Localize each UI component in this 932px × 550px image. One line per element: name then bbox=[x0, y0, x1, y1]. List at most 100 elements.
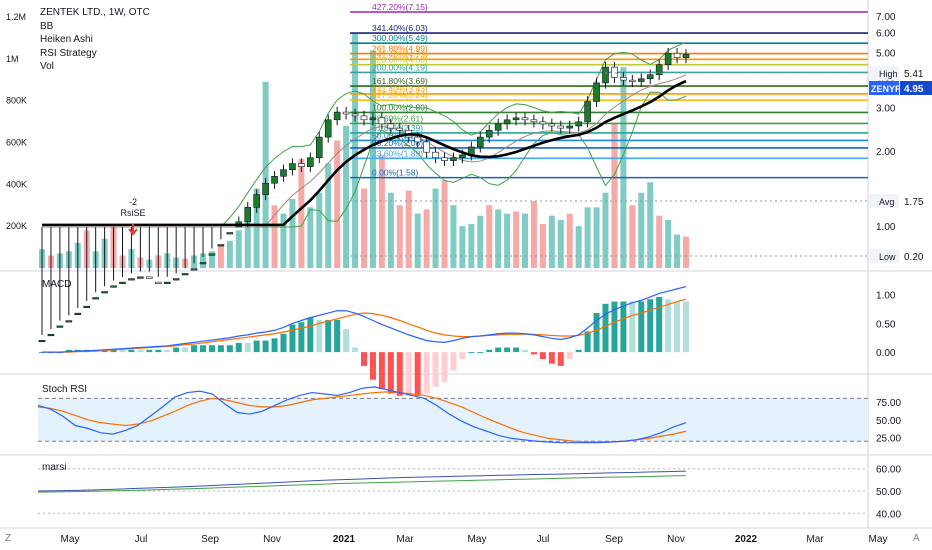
macd-histogram-bar bbox=[602, 303, 609, 353]
volume-bar bbox=[602, 192, 609, 268]
auto-scale-icon[interactable]: A bbox=[913, 533, 920, 544]
macd-pane-label[interactable]: MACD bbox=[42, 279, 72, 290]
macd-histogram-bar bbox=[504, 347, 511, 353]
candle-down bbox=[620, 77, 627, 81]
volume-bar bbox=[522, 213, 528, 268]
fib-level-label: 241.40%(4.73) bbox=[372, 49, 428, 59]
candle-up bbox=[664, 53, 672, 65]
macd-histogram-bar bbox=[396, 352, 403, 396]
fib-level-label: 200.00%(4.19) bbox=[372, 62, 428, 72]
macd-histogram-bar bbox=[638, 301, 645, 353]
stoch-band-fill bbox=[38, 398, 868, 442]
price-axis-label: 3.00 bbox=[876, 103, 896, 114]
macd-histogram-bar bbox=[432, 352, 439, 387]
marsi-line-2 bbox=[37, 475, 687, 493]
volume-bar bbox=[217, 244, 224, 268]
candle-up bbox=[199, 262, 207, 265]
candle-up bbox=[646, 74, 654, 80]
volume-bar bbox=[307, 207, 314, 268]
marsi-axis-label: 40.00 bbox=[876, 509, 901, 520]
time-axis-label: Mar bbox=[806, 534, 824, 545]
candle-up bbox=[92, 297, 99, 300]
fib-level-label: 78.60%(2.61) bbox=[372, 113, 423, 123]
macd-histogram-bar bbox=[611, 301, 618, 353]
candle-up bbox=[369, 117, 377, 121]
macd-histogram-bar bbox=[334, 319, 341, 353]
macd-histogram-bar bbox=[441, 352, 448, 383]
volume-bar bbox=[289, 198, 296, 268]
volume-bar bbox=[495, 209, 502, 268]
candle-up bbox=[637, 78, 645, 82]
volume-axis-label: 800K bbox=[6, 96, 27, 106]
volume-bar bbox=[486, 205, 493, 268]
volume-bar bbox=[530, 201, 537, 268]
time-axis-label: 2021 bbox=[333, 534, 356, 545]
fib-level-label: 141.40%(3.43) bbox=[372, 84, 428, 94]
macd-histogram-bar bbox=[674, 301, 681, 353]
indicator-bb[interactable]: BB bbox=[40, 20, 54, 32]
macd-histogram-bar bbox=[548, 352, 555, 364]
candle-up bbox=[47, 333, 55, 337]
volume-bar bbox=[468, 224, 475, 268]
candle-down bbox=[423, 141, 430, 153]
candle-down bbox=[298, 163, 305, 167]
time-axis-label: May bbox=[61, 534, 80, 545]
volume-bar bbox=[361, 188, 367, 268]
candle-up bbox=[333, 111, 341, 121]
macd-histogram-bar bbox=[468, 352, 475, 354]
time-axis-label: 2022 bbox=[735, 534, 758, 545]
fib-level-label: 223.60%(4.50) bbox=[372, 55, 428, 65]
signal-annotation-value: -2 bbox=[129, 197, 137, 207]
macd-histogram-bar bbox=[164, 349, 171, 353]
indicator-rsi-strategy[interactable]: RSI Strategy bbox=[40, 47, 97, 59]
price-axis-label: 5.00 bbox=[876, 48, 896, 59]
macd-histogram-bar bbox=[450, 352, 457, 371]
fib-level-label: 127.20%(3.24) bbox=[372, 90, 428, 100]
macd-histogram-bar bbox=[620, 301, 627, 353]
stat-label-bg bbox=[869, 249, 899, 263]
volume-bar bbox=[611, 123, 618, 268]
macd-histogram-bar bbox=[226, 345, 233, 353]
candle-up bbox=[38, 339, 46, 343]
candle-up bbox=[190, 268, 198, 271]
macd-histogram-bar bbox=[629, 301, 636, 353]
candle-up bbox=[217, 244, 225, 247]
candle-up bbox=[208, 253, 216, 256]
last-price-value: 4.95 bbox=[904, 84, 924, 95]
fib-level-label: 300.00%(5.49) bbox=[372, 33, 428, 43]
indicator-heiken-ashi[interactable]: Heiken Ashi bbox=[40, 34, 93, 45]
volume-axis-label: 600K bbox=[6, 138, 27, 148]
macd-histogram-bar bbox=[316, 319, 323, 353]
candle-up bbox=[324, 119, 332, 138]
volume-bar bbox=[316, 192, 323, 268]
price-axis-label: 1.00 bbox=[876, 222, 896, 233]
fib-level-label: 23.60%(1.89) bbox=[372, 148, 423, 158]
candle-down bbox=[414, 136, 421, 143]
candle-up bbox=[450, 157, 457, 161]
stat-label-value: 0.20 bbox=[904, 252, 924, 263]
chart-legend: ZENTEK LTD., 1W, OTC BB Heiken Ashi RSI … bbox=[40, 6, 150, 74]
indicator-vol[interactable]: Vol bbox=[40, 61, 54, 72]
stoch-d-line bbox=[37, 391, 687, 443]
macd-histogram-bar bbox=[539, 352, 546, 360]
marsi-pane-label[interactable]: marsi bbox=[42, 462, 67, 473]
candle-up bbox=[244, 207, 252, 223]
macd-histogram-bar bbox=[200, 345, 206, 353]
candle-up bbox=[271, 175, 278, 184]
candle-up bbox=[575, 121, 582, 127]
stoch-rsi-pane-label[interactable]: Stoch RSI bbox=[42, 384, 88, 395]
macd-histogram-bar bbox=[683, 301, 689, 353]
volume-bar bbox=[647, 182, 654, 268]
macd-line bbox=[42, 285, 687, 353]
fib-level-label: 427.20%(7.15) bbox=[372, 2, 428, 12]
volume-bar bbox=[575, 226, 582, 268]
candle-up bbox=[56, 325, 64, 328]
volume-bar bbox=[441, 180, 448, 268]
macd-histogram-bar bbox=[280, 333, 287, 353]
ticker-badge bbox=[869, 81, 899, 95]
macd-histogram-bar bbox=[128, 349, 135, 353]
macd-histogram-bar bbox=[289, 324, 296, 353]
zoom-icon[interactable]: Z bbox=[5, 533, 12, 544]
time-axis-label: Nov bbox=[667, 534, 685, 545]
